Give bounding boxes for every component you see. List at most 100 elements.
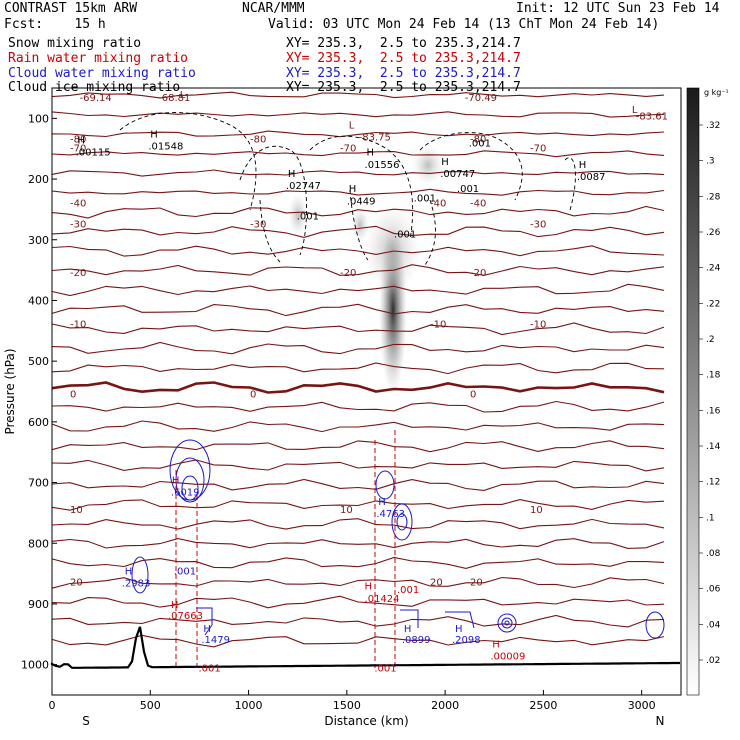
contour-annotation: H (349, 184, 357, 195)
colorbar-label: .12 (706, 478, 720, 488)
isotherm-line (51, 420, 665, 433)
contour-annotation: H (492, 639, 500, 650)
cloud-water-contour (375, 470, 395, 500)
isotherm-label: -10 (530, 320, 546, 331)
isotherm-label: -30 (70, 220, 86, 231)
colorbar-label: .3 (706, 157, 715, 167)
contour-annotation: .01548 (148, 142, 183, 153)
isotherm-line (51, 518, 665, 530)
isotherm-label: -70 (340, 144, 356, 155)
contour-annotation: .00009 (490, 652, 525, 663)
cloud-water-contour (396, 513, 408, 531)
cloud-water-contour (400, 609, 419, 628)
y-tick-label: 500 (28, 355, 49, 368)
contour-annotation: .6019 (171, 488, 200, 499)
isotherm-line (51, 634, 665, 648)
legend-snow-label: Snow mixing ratio (8, 36, 142, 51)
isotherm-line (51, 322, 665, 336)
contour-annotation: H (172, 476, 180, 487)
x-tick-label: 0 (49, 699, 56, 712)
forecast-hour: Fcst: 15 h (4, 17, 106, 32)
contour-annotation: .001 (397, 585, 419, 596)
contour-annotation: H (365, 582, 373, 593)
x-start-label: S (82, 714, 90, 728)
contour-annotation: -83.61 (636, 111, 668, 122)
contour-annotation: -83.75 (359, 133, 391, 144)
x-end-label: N (656, 714, 665, 728)
isotherm-label: -30 (530, 220, 546, 231)
ice-patch (288, 193, 308, 237)
cloud-water-contour (391, 503, 413, 541)
plot-frame (51, 87, 682, 696)
contour-annotation: .07663 (168, 611, 203, 622)
init-time: Init: 12 UTC Sun 23 Feb 14 (516, 1, 720, 16)
isotherm-line (51, 91, 665, 99)
isotherm-label: -80 (70, 135, 86, 146)
snow-contour (424, 199, 436, 266)
contour-annotation: H (288, 169, 296, 180)
isotherm-line (51, 205, 665, 219)
colorbar-label: .16 (706, 406, 721, 416)
colorbar-label: .06 (706, 585, 721, 595)
isotherm-label: -40 (430, 198, 446, 209)
contour-annotation: -70.49 (465, 93, 497, 104)
isotherm-line (51, 614, 665, 628)
y-tick-label: 1000 (21, 659, 49, 672)
x-tick-label: 1500 (333, 699, 361, 712)
colorbar-label: .18 (706, 371, 721, 381)
cloud-water-contour (131, 556, 149, 594)
y-tick-label: 300 (28, 234, 49, 247)
contour-annotation: .001 (297, 211, 319, 222)
colorbar-label: .1 (706, 513, 715, 523)
x-axis-label: Distance (km) (324, 714, 408, 728)
contour-annotation: .02747 (286, 181, 321, 192)
isotherm-line (51, 245, 665, 257)
contour-annotation: .01424 (365, 594, 400, 605)
y-tick-label: 900 (28, 598, 49, 611)
contour-annotation: .001 (469, 139, 491, 150)
cloud-water-contour (196, 607, 213, 636)
colorbar-label: .02 (706, 656, 720, 666)
isotherm-label: -20 (340, 268, 356, 279)
contour-annotation: H (125, 567, 133, 578)
isotherm-line (51, 576, 665, 589)
isotherm-line (51, 440, 665, 453)
terrain-line (50, 626, 680, 669)
isotherm-line (51, 188, 665, 196)
contour-annotation: .2098 (452, 635, 481, 646)
contour-annotation: H (455, 624, 463, 635)
contour-annotation: .01556 (365, 160, 400, 171)
legend-cloudice-label: Cloud ice mixing ratio (8, 80, 181, 95)
isotherm-line (51, 478, 665, 491)
snow-contour (349, 189, 369, 261)
rain-water-contours (175, 430, 396, 668)
isotherm-line (51, 111, 665, 118)
colorbar-label: .08 (706, 549, 721, 559)
x-tick-label: 3000 (628, 699, 656, 712)
legend-snow-xy: XY= 235.3, 2.5 to 235.3,214.7 (286, 36, 521, 51)
colorbar-gradient (686, 87, 700, 696)
temperature-isotherms: -80 -80 -80-70 -70 -70-40 -40 -40-30 -30 -30-20-… (51, 91, 665, 648)
contour-annotation: H (203, 624, 211, 635)
contour-annotation: H (78, 136, 86, 147)
isotherm-line (51, 499, 665, 511)
contour-annotation: .0449 (347, 196, 376, 207)
isotherm-label: 0 (70, 390, 76, 401)
contour-annotation: .001 (374, 664, 396, 675)
snow-contour (239, 145, 307, 256)
cloud-water-contour (445, 611, 475, 629)
isotherm-label: -10 (70, 320, 86, 331)
cloud-water-contour (504, 620, 510, 626)
colorbar: g kg⁻¹ .32 .3 .28 .26 .24 .22 .2 .18 .16 .14 .12 .1.… (686, 87, 729, 696)
isotherm-label: 10 (340, 505, 353, 516)
isotherm-label: 10 (530, 505, 543, 516)
contour-annotation: .001 (198, 664, 220, 675)
contour-annotation: .001 (174, 567, 196, 578)
contour-annotation: -68.81 (158, 93, 190, 104)
isotherm-line (51, 459, 665, 472)
ice-patch (351, 207, 369, 243)
y-tick-label: 800 (28, 537, 49, 550)
x-tick-label: 2500 (529, 699, 557, 712)
legend-cloudwater-xy: XY= 235.3, 2.5 to 235.3,214.7 (286, 66, 521, 81)
isotherm-label: -40 (70, 198, 86, 209)
